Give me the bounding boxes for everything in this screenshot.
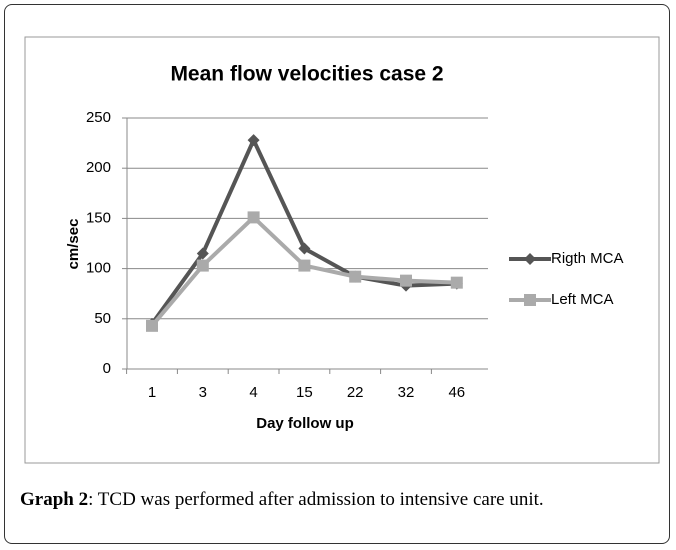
x-tick-label: 1 [148, 384, 156, 401]
x-axis-label: Day follow up [256, 415, 354, 432]
y-tick-label: 150 [86, 209, 111, 226]
caption-text: : TCD was performed after admission to i… [88, 489, 544, 510]
y-tick-label: 100 [86, 260, 111, 277]
caption-label: Graph 2 [20, 489, 89, 510]
marker [450, 276, 463, 289]
y-tick-label: 0 [103, 360, 111, 377]
legend-label: Rigth MCA [551, 250, 624, 267]
marker [196, 259, 209, 272]
legend-label: Left MCA [551, 291, 614, 308]
x-tick-label: 32 [398, 384, 415, 401]
marker [247, 211, 260, 224]
x-tick-label: 4 [249, 384, 257, 401]
x-tick-label: 22 [347, 384, 364, 401]
marker [196, 247, 209, 260]
marker [524, 253, 536, 265]
marker [524, 294, 536, 306]
figure-frame [4, 4, 670, 544]
chart-title: Mean flow velocities case 2 [170, 63, 443, 86]
y-tick-label: 50 [94, 310, 111, 327]
y-tick-label: 250 [86, 109, 111, 126]
marker [146, 319, 158, 332]
x-tick-label: 46 [448, 384, 465, 401]
marker [349, 270, 362, 283]
x-tick-label: 3 [199, 384, 207, 401]
marker [400, 274, 412, 287]
marker [298, 242, 311, 255]
marker [298, 259, 311, 272]
caption: Graph 2: TCD was performed after admissi… [20, 489, 544, 511]
x-tick-label: 15 [296, 384, 313, 401]
chart-frame [24, 36, 660, 464]
y-axis-label: cm/sec [65, 219, 82, 270]
marker [247, 134, 260, 147]
y-tick-label: 200 [86, 159, 111, 176]
